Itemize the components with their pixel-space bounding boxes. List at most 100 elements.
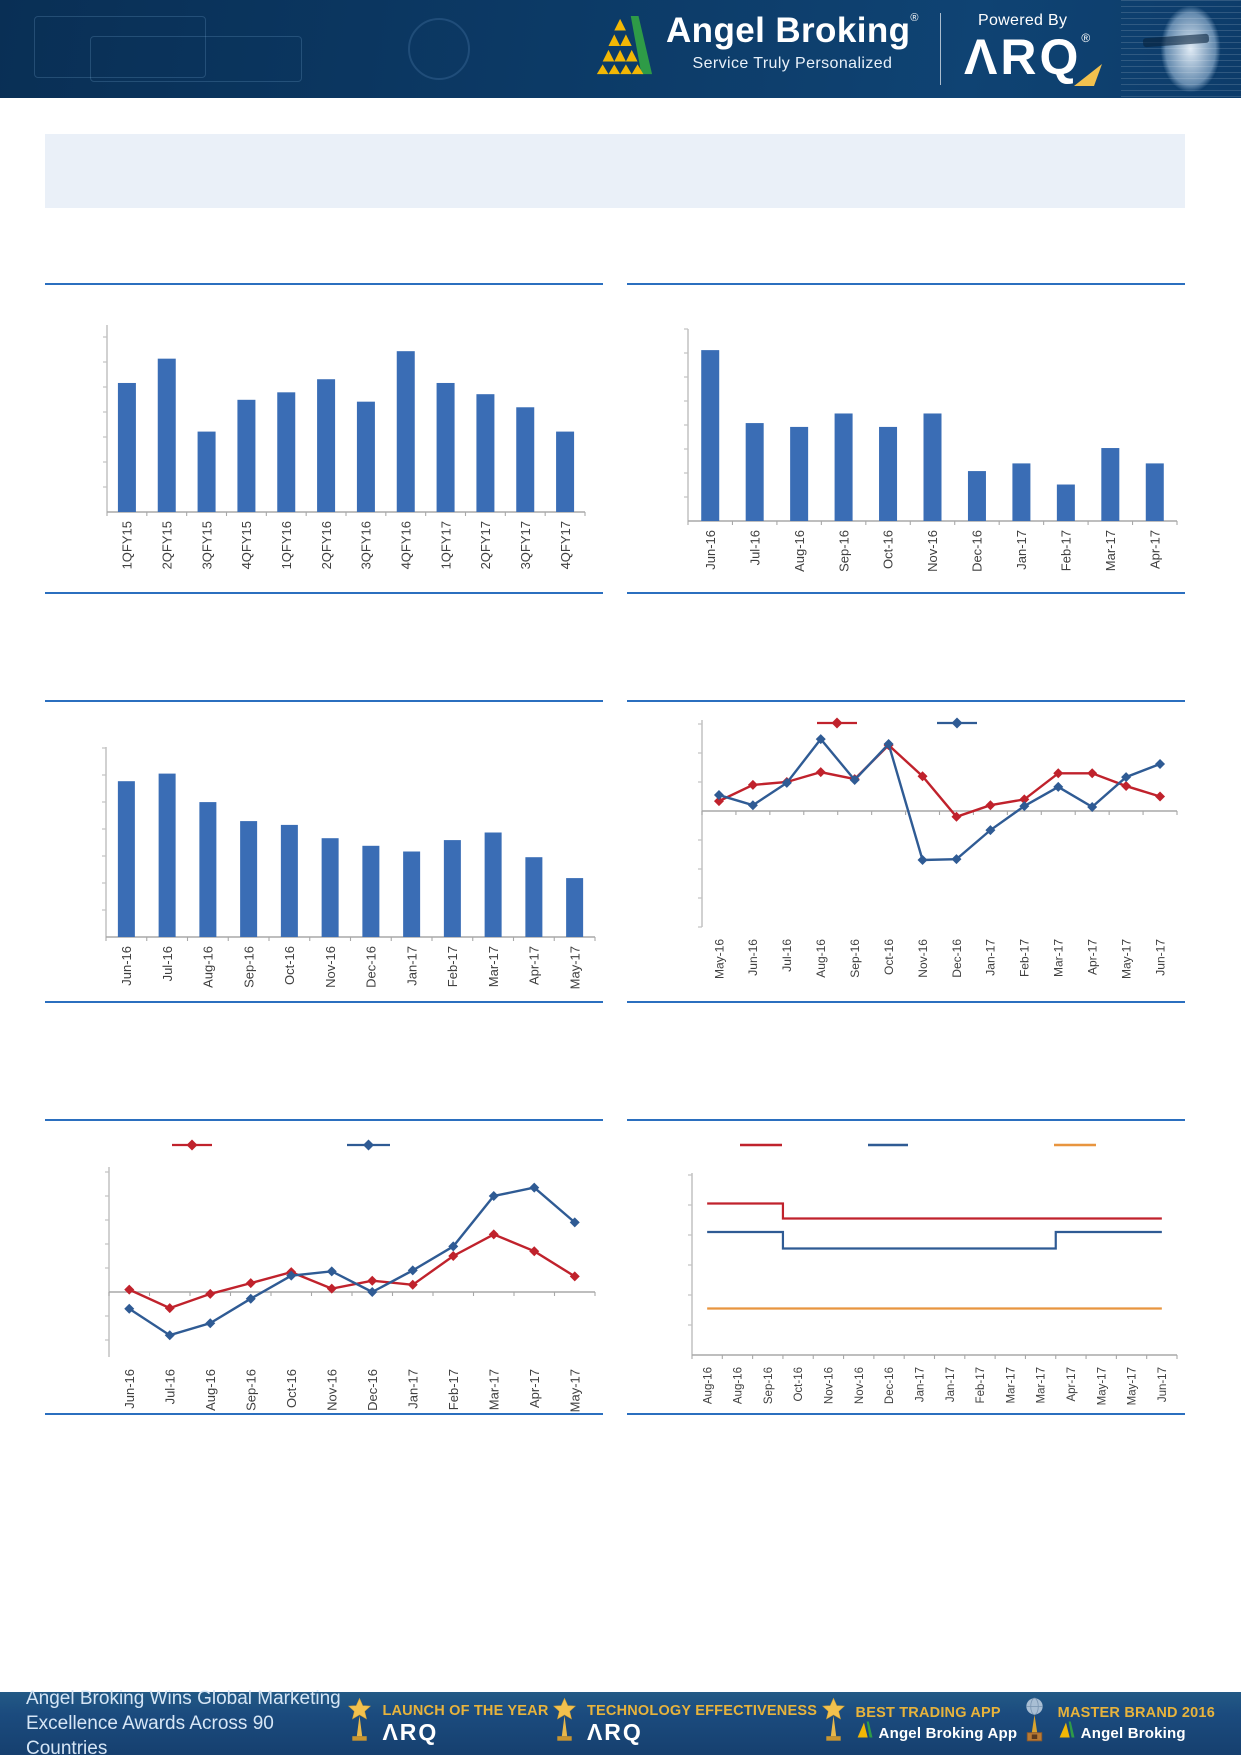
- svg-text:Apr-17: Apr-17: [1147, 530, 1162, 569]
- svg-text:May-17: May-17: [567, 1369, 582, 1412]
- award-technology-effectiveness: TECHNOLOGY EFFECTIVENESS ΛRQ: [551, 1697, 818, 1746]
- svg-text:Jun-16: Jun-16: [122, 1369, 137, 1409]
- chart-monthly-bars-1: Jun-16 Jul-16 Aug-16 Sep-16 Oct-16 Nov-16 Dec-…: [627, 283, 1185, 594]
- svg-text:Oct-16: Oct-16: [881, 530, 896, 569]
- arq-brand: Powered By ΛRQ®: [964, 12, 1102, 86]
- svg-text:Apr-17: Apr-17: [527, 1369, 542, 1408]
- svg-text:Nov-16: Nov-16: [323, 946, 338, 988]
- svg-text:Nov-16: Nov-16: [324, 1369, 339, 1411]
- svg-text:4QFY17: 4QFY17: [558, 521, 573, 569]
- svg-text:Dec-16: Dec-16: [365, 1369, 380, 1411]
- svg-text:Dec-16: Dec-16: [364, 946, 379, 988]
- globe-trophy-icon: [1026, 1697, 1043, 1741]
- svg-text:Jul-16: Jul-16: [160, 946, 175, 981]
- svg-text:Jul-16: Jul-16: [162, 1369, 177, 1404]
- svg-text:Jan-17: Jan-17: [1014, 530, 1029, 570]
- star-trophy-icon: [553, 1697, 576, 1741]
- svg-text:Mar-17: Mar-17: [486, 1369, 501, 1410]
- svg-text:Sep-16: Sep-16: [848, 939, 862, 978]
- footer: Angel Broking Wins Global Marketing Exce…: [0, 1688, 1241, 1755]
- angel-broking-logo-icon: [596, 15, 653, 75]
- svg-text:2QFY15: 2QFY15: [159, 521, 174, 569]
- svg-text:Jun-16: Jun-16: [703, 530, 718, 570]
- svg-text:Aug-16: Aug-16: [733, 1367, 745, 1404]
- svg-text:Dec-16: Dec-16: [970, 530, 985, 572]
- svg-text:Oct-16: Oct-16: [882, 939, 896, 975]
- svg-text:3QFY15: 3QFY15: [199, 521, 214, 569]
- award-launch-of-the-year: LAUNCH OF THE YEAR ΛRQ: [346, 1697, 549, 1746]
- svg-text:Jul-16: Jul-16: [780, 939, 794, 972]
- svg-text:Mar-17: Mar-17: [1036, 1367, 1048, 1403]
- angel-broking-logo-icon: [1059, 1721, 1075, 1738]
- chart-quarterly-bars: 1QFY15 2QFY15 3QFY15 4QFY15 1QFY16 2QFY16 3QFY…: [45, 283, 603, 594]
- svg-text:Dec-16: Dec-16: [950, 939, 964, 978]
- svg-text:3QFY17: 3QFY17: [518, 521, 533, 569]
- award-subtitle: ΛRQ: [586, 1719, 643, 1746]
- svg-text:Sep-16: Sep-16: [763, 1367, 775, 1404]
- svg-text:Nov-16: Nov-16: [916, 939, 930, 978]
- circuit-decoration: [34, 16, 206, 78]
- svg-text:1QFY15: 1QFY15: [120, 521, 135, 569]
- svg-text:Aug-16: Aug-16: [792, 530, 807, 572]
- award-best-trading-app: BEST TRADING APP Angel Broking App: [820, 1697, 1018, 1745]
- chart-triple-step-line: Aug-16 Aug-16 Sep-16 Oct-16 Nov-16 Nov-16 Dec-…: [627, 1119, 1185, 1415]
- svg-text:4QFY15: 4QFY15: [239, 521, 254, 569]
- svg-text:Mar-17: Mar-17: [1005, 1367, 1017, 1403]
- svg-text:Dec-16: Dec-16: [884, 1367, 896, 1404]
- circuit-decoration: [90, 36, 302, 82]
- svg-text:Aug-16: Aug-16: [702, 1367, 714, 1404]
- svg-text:Sep-16: Sep-16: [241, 946, 256, 988]
- chart-dual-line-2: Jun-16 Jul-16 Aug-16 Sep-16 Oct-16 Nov-16 Dec-…: [45, 1119, 603, 1415]
- svg-text:Sep-16: Sep-16: [243, 1369, 258, 1411]
- award-subtitle: Angel Broking: [1058, 1721, 1215, 1742]
- angel-broking-logo-icon: [857, 1721, 873, 1738]
- svg-text:Jun-16: Jun-16: [119, 946, 134, 986]
- registered-mark: ®: [910, 12, 919, 24]
- visor-graphic: [1142, 33, 1210, 48]
- brand-name: Angel Broking®: [666, 11, 919, 50]
- footer-headline: Angel Broking Wins Global Marketing Exce…: [26, 1687, 341, 1755]
- registered-mark: ®: [1081, 31, 1094, 45]
- svg-text:Apr-17: Apr-17: [1085, 939, 1099, 975]
- svg-text:Aug-16: Aug-16: [201, 946, 216, 988]
- svg-text:May-17: May-17: [1127, 1367, 1139, 1405]
- circuit-decoration: [408, 18, 470, 80]
- svg-text:Mar-17: Mar-17: [486, 946, 501, 987]
- svg-text:1QFY17: 1QFY17: [438, 521, 453, 569]
- angel-broking-brand: Angel Broking® Service Truly Personalize…: [592, 11, 919, 77]
- svg-text:Apr-17: Apr-17: [1066, 1367, 1078, 1402]
- svg-text:Apr-17: Apr-17: [527, 946, 542, 985]
- header: Angel Broking® Service Truly Personalize…: [0, 0, 1241, 98]
- star-trophy-icon: [348, 1697, 372, 1741]
- svg-text:Jan-17: Jan-17: [945, 1367, 957, 1402]
- award-master-brand-2016: MASTER BRAND 2016 Angel Broking: [1020, 1697, 1215, 1745]
- svg-text:Feb-17: Feb-17: [1059, 530, 1074, 571]
- svg-text:Feb-17: Feb-17: [975, 1367, 987, 1403]
- svg-text:Feb-17: Feb-17: [1018, 939, 1032, 977]
- award-subtitle: ΛRQ: [382, 1719, 439, 1746]
- svg-text:3QFY16: 3QFY16: [359, 521, 374, 569]
- award-title: TECHNOLOGY EFFECTIVENESS: [586, 1702, 818, 1719]
- svg-text:Aug-16: Aug-16: [203, 1369, 218, 1411]
- svg-text:Jun-17: Jun-17: [1157, 1367, 1169, 1402]
- svg-text:Jul-16: Jul-16: [747, 530, 762, 565]
- header-divider: [940, 13, 941, 85]
- svg-text:Jun-17: Jun-17: [1153, 939, 1167, 976]
- title-banner: [45, 134, 1185, 208]
- svg-text:May-17: May-17: [567, 946, 582, 989]
- award-title: LAUNCH OF THE YEAR: [382, 1702, 549, 1719]
- brand-tagline: Service Truly Personalized: [692, 54, 893, 72]
- svg-text:4QFY16: 4QFY16: [398, 521, 413, 569]
- svg-text:Nov-16: Nov-16: [854, 1367, 866, 1404]
- svg-text:May-17: May-17: [1096, 1367, 1108, 1405]
- svg-text:Sep-16: Sep-16: [836, 530, 851, 572]
- svg-text:2QFY16: 2QFY16: [319, 521, 334, 569]
- svg-text:2QFY17: 2QFY17: [478, 521, 493, 569]
- svg-text:Feb-17: Feb-17: [446, 1369, 461, 1410]
- powered-by-label: Powered By: [978, 12, 1068, 29]
- svg-text:1QFY16: 1QFY16: [279, 521, 294, 569]
- arq-logo: ΛRQ®: [964, 31, 1102, 86]
- svg-text:Jan-17: Jan-17: [984, 939, 998, 976]
- star-trophy-icon: [821, 1697, 845, 1741]
- award-subtitle: Angel Broking App: [856, 1721, 1018, 1742]
